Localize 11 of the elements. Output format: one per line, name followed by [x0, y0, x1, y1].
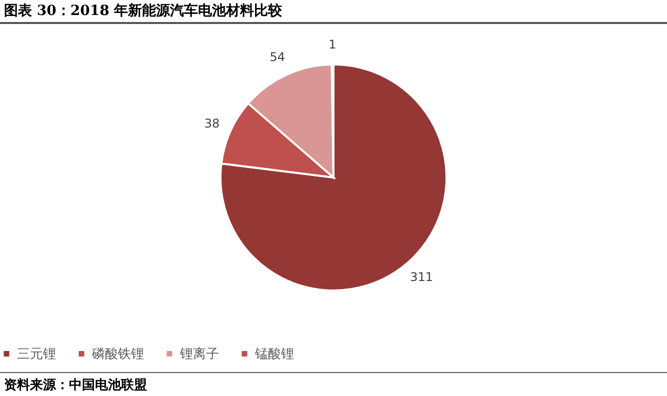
legend-label: 磷酸铁锂 [91, 346, 144, 362]
chart-title: 图表 30：2018 年新能源汽车电池材料比较 [4, 2, 282, 20]
data-label: 311 [410, 270, 433, 284]
text: 资料来源：中国电池联盟 [4, 377, 147, 394]
legend-label: 三元锂 [17, 346, 56, 362]
legend-label: 锰酸锂 [254, 346, 294, 362]
legend-label: 锂离子 [179, 346, 219, 362]
data-label: 38 [204, 116, 220, 130]
data-label: 1 [328, 38, 336, 52]
data-label: 54 [270, 50, 286, 64]
pie-slice [220, 64, 448, 292]
